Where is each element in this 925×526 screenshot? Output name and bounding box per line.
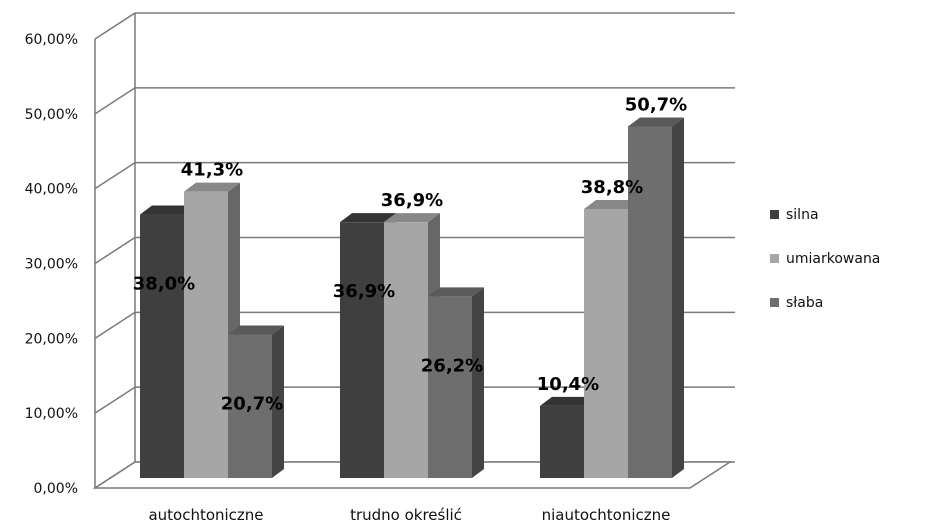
bar-side xyxy=(272,325,284,478)
data-label: 38,0% xyxy=(133,274,195,295)
bar xyxy=(184,191,228,479)
legend-swatch xyxy=(770,210,779,219)
data-label: 20,7% xyxy=(221,393,283,414)
bar-top xyxy=(184,182,240,192)
legend-label: silna xyxy=(786,207,819,223)
gridline-side xyxy=(94,87,136,115)
data-label: 26,2% xyxy=(421,355,483,376)
legend: silna umiarkowana słaba xyxy=(770,207,880,311)
data-label: 50,7% xyxy=(625,94,687,115)
gridline-side xyxy=(94,12,136,40)
bar xyxy=(140,214,184,479)
data-labels: 38,0% 41,3% 20,7% 36,9% 36,9% 26,2% 10,4% 38,8%… xyxy=(133,94,687,414)
data-label: 41,3% xyxy=(181,160,243,181)
bar-top xyxy=(540,396,596,406)
y-tick-label: 60,00% xyxy=(25,32,78,48)
data-label: 38,8% xyxy=(581,177,643,198)
x-category-label: niautochtoniczne xyxy=(542,506,671,524)
data-label: 10,4% xyxy=(537,374,599,395)
bar xyxy=(384,222,428,478)
bar xyxy=(340,222,384,478)
x-axis-categories: autochtoniczne trudno określić niautochton… xyxy=(148,506,670,524)
bar-top xyxy=(228,325,284,335)
y-tick-label: 50,00% xyxy=(25,107,78,123)
x-category-label: autochtoniczne xyxy=(148,506,263,524)
y-tick-label: 10,00% xyxy=(25,406,78,422)
bar xyxy=(428,296,472,478)
x-category-label: trudno określić xyxy=(350,506,462,524)
y-tick-label: 20,00% xyxy=(25,331,78,347)
legend-swatch xyxy=(770,254,779,263)
legend-swatch xyxy=(770,298,779,307)
gridline-side xyxy=(94,162,136,190)
data-label: 36,9% xyxy=(381,190,443,211)
bar-side xyxy=(672,117,684,478)
legend-label: słaba xyxy=(786,295,823,311)
bar xyxy=(628,126,672,478)
bars xyxy=(140,117,684,479)
bar xyxy=(584,208,628,478)
y-tick-label: 0,00% xyxy=(34,481,78,497)
data-label: 36,9% xyxy=(333,281,395,302)
bar-top xyxy=(628,117,684,127)
bar-top xyxy=(140,205,196,215)
bar xyxy=(228,334,272,478)
gridline-side xyxy=(94,386,136,414)
gridline-side xyxy=(94,236,136,265)
bar-top xyxy=(428,287,484,297)
bar xyxy=(540,405,584,478)
gridline-side xyxy=(94,311,136,339)
bar-top xyxy=(340,213,396,223)
bar-side xyxy=(472,287,484,478)
bar-top xyxy=(384,213,440,223)
y-tick-label: 40,00% xyxy=(25,182,78,198)
bar-top xyxy=(584,199,640,209)
y-axis-ticks: 0,00% 10,00% 20,00% 30,00% 40,00% 50,00% 60,00… xyxy=(25,32,78,497)
y-tick-label: 30,00% xyxy=(25,257,78,273)
legend-label: umiarkowana xyxy=(786,251,880,267)
